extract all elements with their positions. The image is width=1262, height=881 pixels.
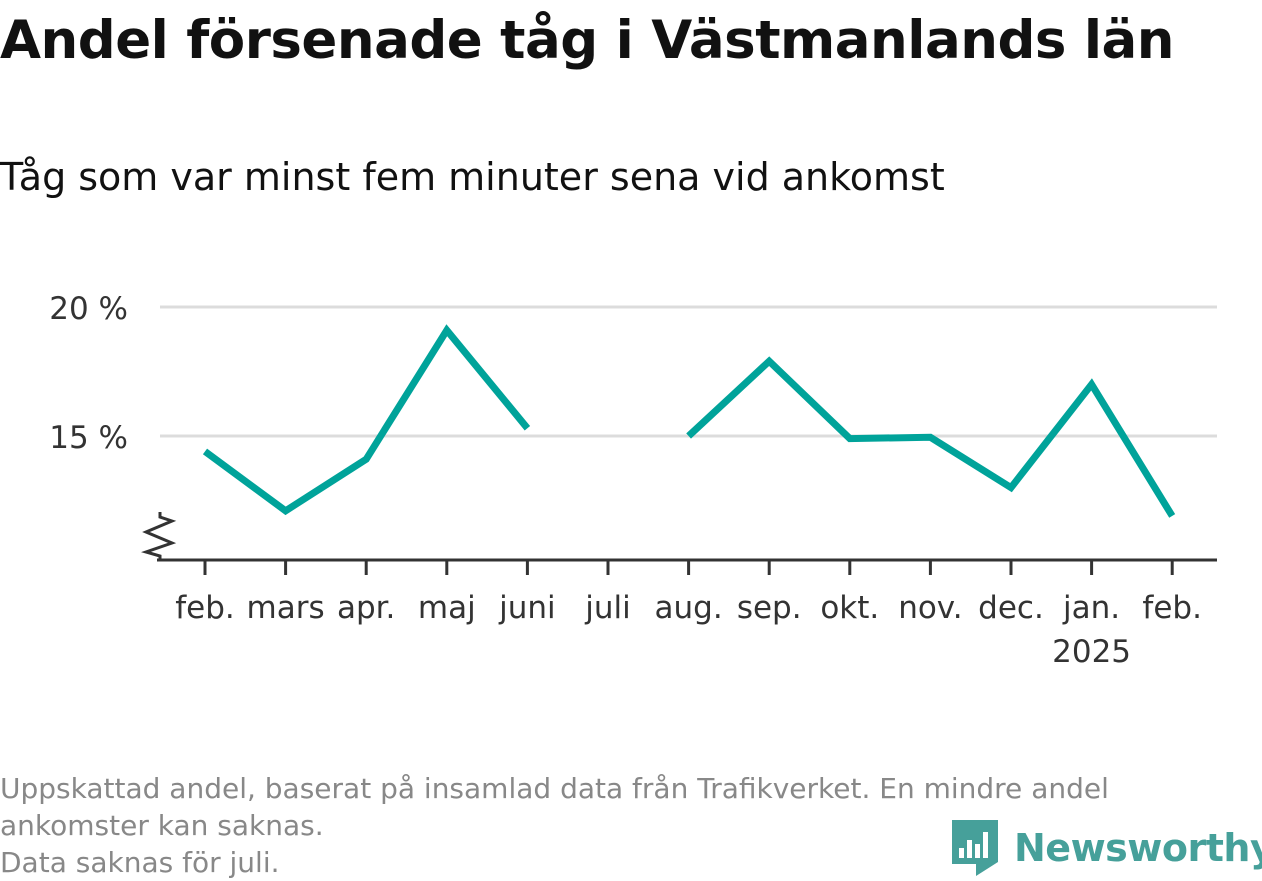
x-tick-label: aug. — [655, 590, 723, 626]
line-chart: 15 % 20 % feb. mars apr. maj juni juli aug. sep.… — [49, 291, 1217, 670]
x-tick-label: maj — [418, 590, 476, 626]
x-tick-label: dec. — [978, 590, 1044, 626]
axis-break-icon — [141, 512, 177, 560]
x-tick-label: jan. — [1062, 590, 1120, 626]
y-axis: 15 % 20 % — [49, 291, 128, 456]
chart-subtitle: Tåg som var minst fem minuter sena vid a… — [0, 155, 945, 199]
y-tick-label: 20 % — [49, 291, 128, 327]
footnote-line: ankomster kan saknas. — [0, 809, 324, 842]
x-axis: feb. mars apr. maj juni juli aug. sep. okt. nov. d… — [141, 512, 1217, 670]
series-line — [202, 324, 531, 516]
x-tick-label: sep. — [737, 590, 802, 626]
x-tick-label: feb. — [175, 590, 235, 626]
brand-name: Newsworthy — [1014, 826, 1262, 870]
x-tick-label: nov. — [898, 590, 962, 626]
x-tick-label: apr. — [337, 590, 395, 626]
newsworthy-logo: Newsworthy — [950, 818, 1262, 878]
series-line — [686, 356, 1176, 518]
x-tick-label: okt. — [820, 590, 879, 626]
y-tick-label: 15 % — [49, 420, 128, 456]
x-tick-label: juli — [584, 590, 631, 626]
x-tick-label: feb. — [1142, 590, 1202, 626]
series-lines — [202, 324, 1176, 518]
footnote-line: Uppskattad andel, baserat på insamlad da… — [0, 772, 1109, 805]
footnote-line: Data saknas för juli. — [0, 846, 280, 879]
bar-chart-logo-icon — [952, 820, 998, 876]
x-tick-label: mars — [247, 590, 325, 626]
gridlines — [160, 305, 1217, 438]
x-tick-label: juni — [498, 590, 556, 626]
x-year-label: 2025 — [1052, 634, 1131, 670]
chart-title: Andel försenade tåg i Västmanlands län — [0, 10, 1175, 71]
footnote: Uppskattad andel, baserat på insamlad da… — [0, 770, 1250, 881]
